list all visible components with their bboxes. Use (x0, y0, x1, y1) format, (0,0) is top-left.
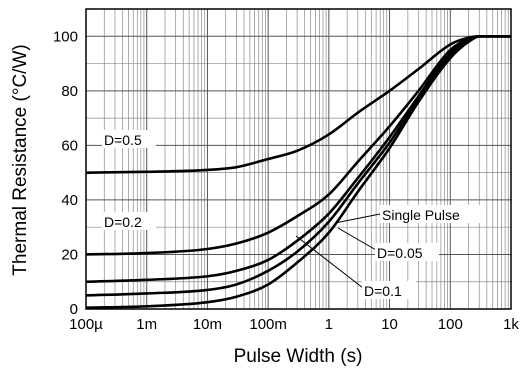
annotations: D=0.5 D=0.2 Single Pulse D=0.05 D=0.1 (102, 130, 484, 299)
y-tick-labels: 0 20 40 60 80 100 (53, 28, 78, 318)
annotation-bg-single-pulse (380, 205, 484, 223)
x-tick-label: 1 (325, 316, 333, 333)
series-curves (85, 34, 511, 309)
annotation-d05: D=0.5 (104, 132, 142, 148)
plot-frame (85, 8, 512, 310)
series-curve-d-0-5 (85, 34, 511, 174)
leader-line-single-pulse (334, 213, 381, 224)
x-tick-label: 10 (381, 316, 398, 333)
leader-line-d01 (295, 235, 364, 289)
series-curve-single-pulse (85, 34, 511, 309)
x-tick-label: 100m (249, 316, 287, 333)
x-tick-label: 100µ (69, 316, 103, 333)
annotation-bg-d01 (362, 281, 416, 299)
y-tick-label: 80 (61, 83, 78, 100)
annotation-single-pulse: Single Pulse (382, 207, 460, 223)
leader-line-d005 (337, 227, 377, 251)
y-tick-label: 100 (53, 28, 78, 45)
x-tick-label: 10m (193, 316, 222, 333)
x-tick-label: 1k (503, 316, 519, 333)
series-curve-d-0-2 (85, 34, 511, 256)
x-tick-label: 1m (136, 316, 157, 333)
annotation-d02: D=0.2 (104, 214, 142, 230)
x-axis-title: Pulse Width (s) (234, 346, 363, 367)
x-tick-label: 100 (438, 316, 463, 333)
annotation-d005: D=0.05 (377, 245, 423, 261)
annotation-d01: D=0.1 (364, 283, 402, 299)
annotation-bg-d005 (375, 243, 439, 261)
y-tick-label: 0 (70, 301, 78, 318)
y-axis-title: Thermal Resistance (°C/W) (10, 44, 31, 275)
x-tick-labels: 100µ 1m 10m 100m 1 10 100 1k (69, 316, 519, 333)
annotation-bg-d02 (102, 212, 156, 230)
y-tick-label: 40 (61, 192, 78, 209)
y-tick-label: 60 (61, 137, 78, 154)
annotation-bg-d05 (102, 130, 156, 148)
y-tick-label: 20 (61, 246, 78, 263)
